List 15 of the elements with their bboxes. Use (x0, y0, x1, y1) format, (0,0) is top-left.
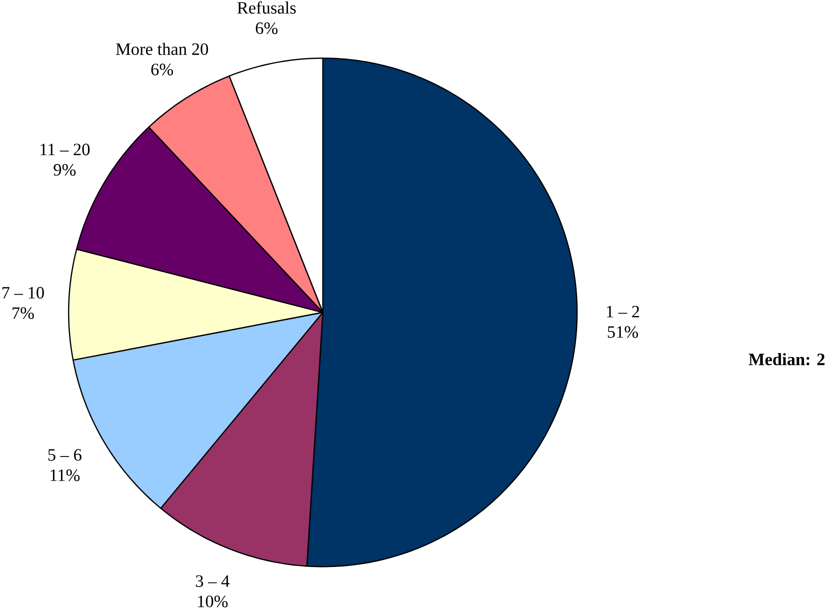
data-label: 11% (50, 470, 80, 482)
data-label: 6% (151, 64, 173, 76)
slice-label: Refusals (237, 2, 296, 14)
text: Median: 2 (748, 353, 825, 366)
data-label: 6% (256, 22, 278, 34)
data-label: 9% (54, 164, 76, 176)
slice-label: 7 – 10 (2, 287, 44, 299)
data-label: 10% (198, 596, 228, 608)
slice-label: 1 – 2 (606, 306, 640, 318)
slice-label: 3 – 4 (196, 575, 230, 588)
slice-label: 11 – 20 (40, 144, 90, 156)
data-label: 51% (608, 326, 638, 338)
data-label: 7% (12, 307, 34, 320)
slice-label: More than 20 (116, 42, 208, 56)
slice-label: 5 – 6 (48, 449, 82, 461)
